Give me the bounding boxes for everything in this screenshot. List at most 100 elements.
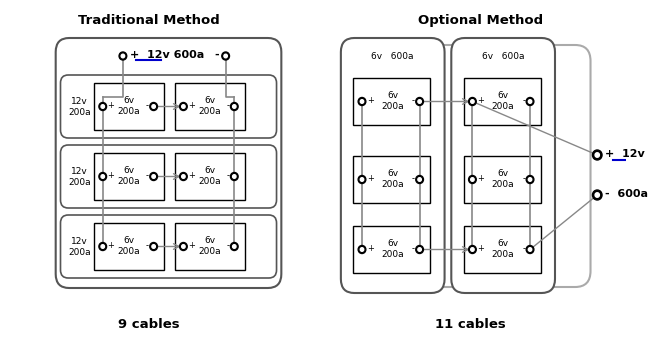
Circle shape [99,243,106,251]
Circle shape [361,248,364,251]
Text: 200a: 200a [68,248,91,257]
Bar [94,153,164,200]
Text: 6v: 6v [124,96,135,105]
Circle shape [224,54,228,58]
Circle shape [528,100,532,103]
Circle shape [182,175,185,178]
Circle shape [595,153,599,157]
Circle shape [469,245,476,254]
Circle shape [526,98,534,105]
Text: 9 cables: 9 cables [118,318,180,331]
Text: -: - [146,241,149,250]
Text: +: + [188,241,195,250]
Text: 6v: 6v [204,236,215,245]
Text: -: - [412,96,415,105]
Text: +: + [188,101,195,110]
Circle shape [595,193,599,197]
Bar [353,226,430,273]
Text: 12v: 12v [71,237,88,246]
Text: 6v: 6v [387,91,398,100]
Text: 200a: 200a [381,102,404,111]
Text: 6v: 6v [497,239,509,248]
Circle shape [179,172,187,180]
Text: 200a: 200a [198,247,221,256]
Text: 6v: 6v [387,169,398,178]
Text: 200a: 200a [492,180,514,189]
Text: 6v: 6v [204,96,215,105]
Circle shape [150,172,158,180]
Circle shape [233,105,236,108]
Circle shape [528,178,532,181]
Circle shape [233,245,236,248]
Circle shape [182,245,185,248]
Circle shape [358,176,366,184]
Text: -: - [226,171,230,180]
Text: 200a: 200a [118,247,140,256]
Circle shape [99,172,106,180]
Text: 6v   600a: 6v 600a [372,51,414,60]
Text: 200a: 200a [492,102,514,111]
Text: 6v: 6v [124,236,135,245]
FancyBboxPatch shape [341,38,445,293]
Text: -: - [226,241,230,250]
Text: 200a: 200a [198,177,221,186]
FancyBboxPatch shape [61,215,276,278]
Circle shape [222,52,230,60]
Text: 6v: 6v [387,239,398,248]
Text: 200a: 200a [68,178,91,187]
Text: +: + [367,174,374,183]
Text: -: - [412,244,415,253]
Circle shape [101,105,104,108]
Bar [175,153,245,200]
Text: +: + [477,174,484,183]
Circle shape [469,176,476,184]
Circle shape [233,175,236,178]
Circle shape [119,52,126,60]
Text: +: + [477,244,484,253]
Text: Traditional Method: Traditional Method [78,14,220,27]
Text: +  12v: + 12v [605,149,645,159]
Bar [464,156,541,203]
Text: 6v   600a: 6v 600a [482,51,524,60]
Circle shape [418,178,421,181]
Circle shape [101,245,104,248]
Circle shape [418,248,421,251]
Circle shape [361,100,364,103]
Circle shape [471,178,474,181]
Text: -: - [522,96,526,105]
Circle shape [471,100,474,103]
Bar [464,78,541,125]
Circle shape [361,178,364,181]
Circle shape [150,243,158,251]
Circle shape [230,172,238,180]
FancyBboxPatch shape [451,38,555,293]
Text: Optional Method: Optional Method [417,14,542,27]
Bar [464,226,541,273]
Bar [353,78,430,125]
Circle shape [179,243,187,251]
Text: 6v: 6v [204,166,215,175]
Circle shape [358,245,366,254]
Bar [353,156,430,203]
Circle shape [182,105,185,108]
FancyBboxPatch shape [61,145,276,208]
Circle shape [471,248,474,251]
Circle shape [469,98,476,105]
Circle shape [150,102,158,110]
Text: 11 cables: 11 cables [435,318,506,331]
Circle shape [528,248,532,251]
Circle shape [526,245,534,254]
Circle shape [152,105,155,108]
Text: 200a: 200a [198,107,221,116]
Text: 200a: 200a [68,108,91,117]
FancyBboxPatch shape [55,38,282,288]
Circle shape [418,100,421,103]
Circle shape [526,176,534,184]
Text: +: + [108,171,114,180]
Circle shape [416,176,423,184]
Text: 12v: 12v [71,167,88,176]
Circle shape [593,150,602,160]
Text: +: + [367,244,374,253]
Bar [175,223,245,270]
Circle shape [230,243,238,251]
